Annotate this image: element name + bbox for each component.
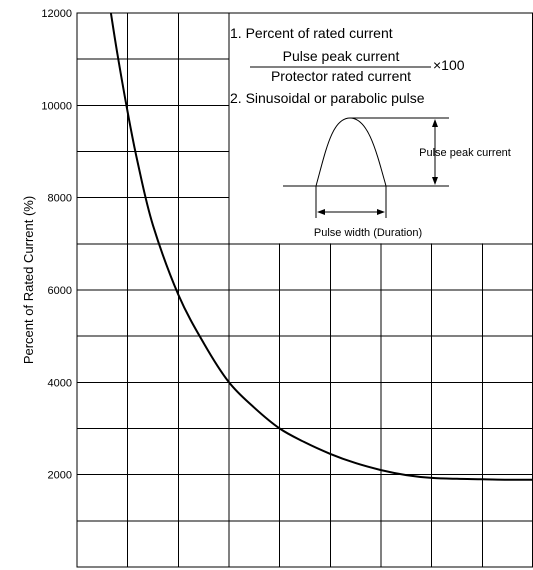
note-item-1: 1. Percent of rated current xyxy=(230,25,393,41)
formula-denominator: Protector rated current xyxy=(271,68,411,84)
horizontal-gridlines xyxy=(77,58,533,522)
note-item-2: 2. Sinusoidal or parabolic pulse xyxy=(230,90,425,106)
y-tick-label: 6000 xyxy=(48,285,72,297)
width-arrow-left-head xyxy=(317,209,325,215)
pulse-diagram: Pulse peak current Pulse width (Duration… xyxy=(283,117,511,239)
pulse-width-label: Pulse width (Duration) xyxy=(314,227,422,239)
y-tick-label: 12000 xyxy=(41,8,72,20)
formula-numerator: Pulse peak current xyxy=(283,48,400,64)
pulse-shape xyxy=(315,117,387,187)
formula-multiplier: ×100 xyxy=(433,57,465,73)
width-arrow-right-head xyxy=(377,209,385,215)
y-tick-label: 8000 xyxy=(48,193,72,205)
height-arrow-bottom-head xyxy=(432,177,438,185)
y-tick-label: 4000 xyxy=(48,377,72,389)
y-tick-label: 2000 xyxy=(48,470,72,482)
height-arrow-top-head xyxy=(432,119,438,127)
notes: 1. Percent of rated current Pulse peak c… xyxy=(230,25,511,239)
pulse-peak-label: Pulse peak current xyxy=(419,147,511,159)
notes-panel xyxy=(229,13,533,244)
y-tick-label: 10000 xyxy=(41,100,72,112)
derating-curve xyxy=(109,12,533,481)
y-axis-title: Percent of Rated Current (%) xyxy=(21,196,36,364)
y-axis-tick-labels: 2000 4000 6000 8000 10000 12000 xyxy=(41,8,72,482)
